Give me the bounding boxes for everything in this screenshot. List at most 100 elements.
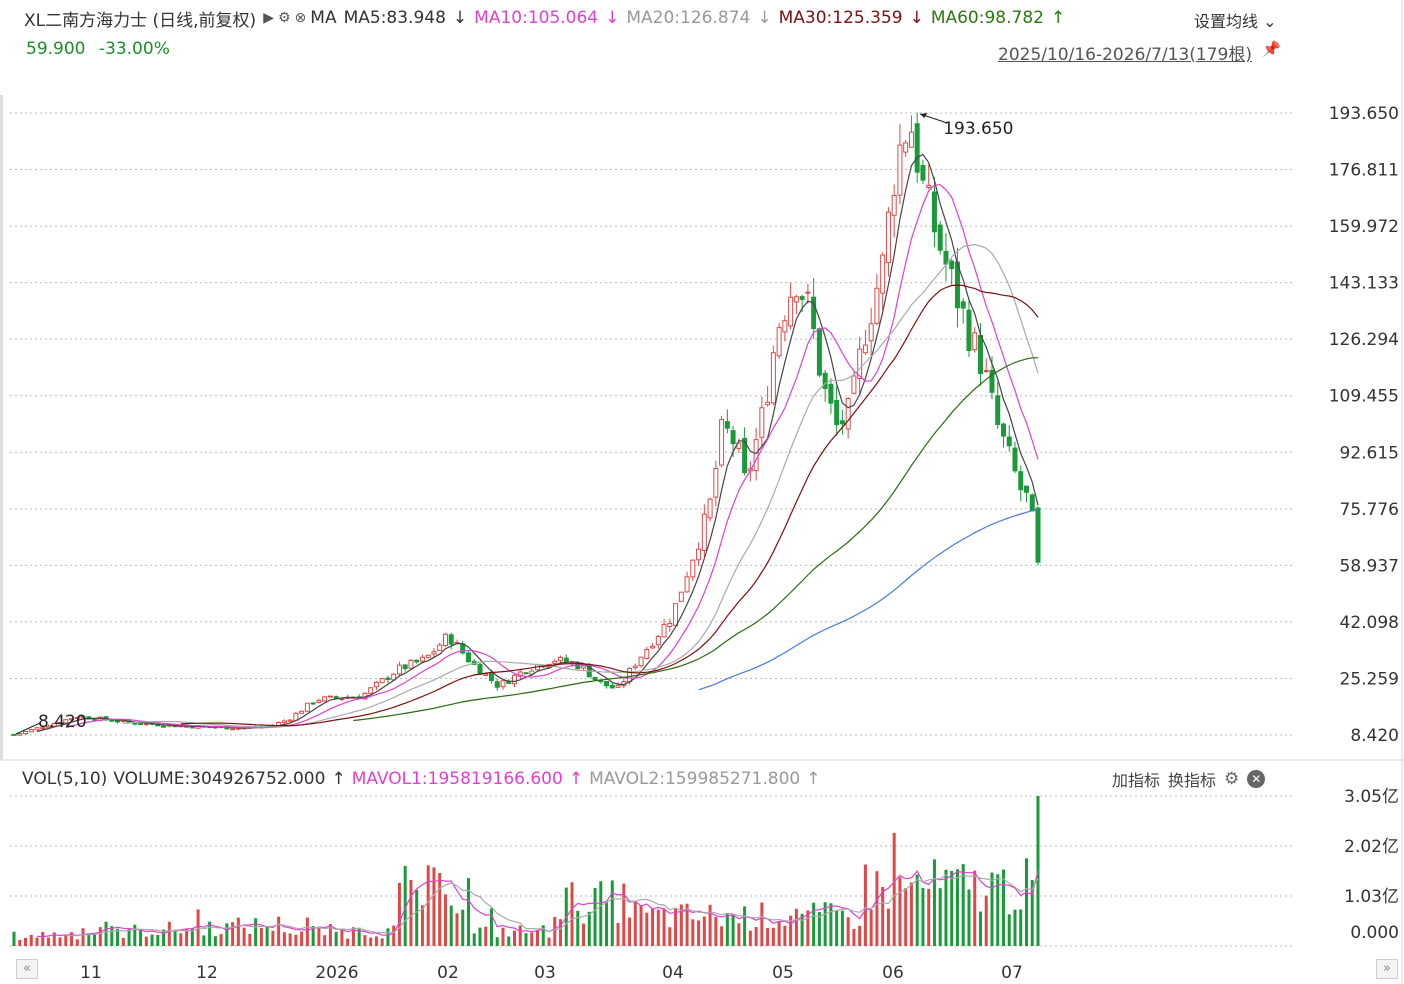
candle-up: [983, 369, 989, 372]
volume-bar-up: [622, 883, 626, 946]
volume-bar-up: [236, 917, 240, 946]
volume-bar-up: [52, 932, 56, 946]
candle-down: [477, 663, 483, 675]
candle-up: [788, 296, 794, 327]
candle-down: [115, 720, 121, 723]
volume-bar-up: [777, 921, 781, 946]
price-axis-tick-label: 75.776: [1340, 500, 1399, 520]
date-range-link[interactable]: 2025/10/16-2026/7/13(179根): [998, 45, 1252, 65]
volume-bar-up: [559, 919, 563, 946]
candle-up: [17, 733, 23, 736]
volume-bar-up: [47, 937, 51, 946]
add-indicator-button[interactable]: 加指标: [1112, 771, 1161, 790]
candle-up: [770, 352, 776, 404]
candle-up: [408, 659, 414, 669]
candle-down: [488, 673, 494, 681]
candle-up: [661, 623, 667, 638]
scroll-left-button[interactable]: «: [16, 959, 38, 979]
volume-bar-up: [789, 915, 793, 946]
candle-down: [138, 723, 144, 726]
close-icon[interactable]: ✕: [1247, 770, 1266, 788]
volume-bar-down: [823, 902, 827, 946]
candle-up: [552, 660, 558, 664]
volume-bar-down: [938, 888, 942, 946]
ma20-line: [123, 243, 1039, 728]
candle-down: [822, 372, 828, 390]
candle-up: [368, 687, 374, 694]
price-axis-tick-label: 159.972: [1329, 217, 1399, 237]
candle-up: [327, 695, 333, 698]
volume-bar-up: [668, 927, 672, 946]
volume-bar-up: [898, 877, 902, 946]
volume-bar-up: [501, 927, 505, 946]
volume-bar-down: [743, 906, 747, 946]
ma-settings-button[interactable]: 设置均线 ⌄: [1194, 8, 1277, 32]
last-price: 59.900: [26, 39, 86, 59]
pin-icon[interactable]: 📌: [1262, 40, 1281, 58]
volume-bar-down: [725, 913, 729, 946]
candle-up: [926, 184, 932, 188]
scroll-right-button[interactable]: »: [1376, 959, 1398, 979]
volume-bar-up: [70, 932, 74, 946]
price-axis-tick-label: 126.294: [1329, 330, 1399, 350]
play-icon[interactable]: ▶: [263, 10, 274, 26]
price-axis-tick-label: 25.259: [1340, 669, 1399, 689]
mavol1-value: MAVOL1:195819166.600: [351, 769, 563, 789]
candle-up: [782, 320, 788, 333]
candle-up: [529, 670, 535, 675]
candle-up: [765, 401, 771, 406]
mavol2-line: [65, 874, 1039, 937]
ma20-value: MA20:126.874: [626, 8, 751, 28]
volume-bar-down: [311, 926, 315, 946]
gear-icon[interactable]: ⚙: [1224, 769, 1240, 789]
candle-up: [500, 680, 506, 688]
gear-icon[interactable]: ⚙: [277, 10, 291, 26]
volume-axis-tick-label: 0.000: [1350, 923, 1399, 943]
candle-up: [627, 668, 633, 683]
candle-up: [719, 419, 725, 466]
volume-bar-down: [334, 931, 338, 946]
time-axis-tick-label: 04: [662, 963, 684, 983]
volume-bar-up: [927, 888, 931, 946]
volume-bar-down: [1019, 909, 1023, 946]
candle-down: [604, 681, 610, 687]
candle-down: [161, 725, 167, 728]
volume-bar-down: [731, 913, 735, 946]
time-axis-tick-label: 2026: [315, 963, 358, 983]
time-axis-tick-label: 02: [437, 963, 459, 983]
volume-bar-up: [219, 934, 223, 946]
volume-bar-down: [961, 864, 965, 946]
candle-down: [724, 421, 730, 429]
volume-bar-up: [645, 912, 649, 946]
candle-down: [414, 659, 420, 663]
volume-bar-down: [139, 930, 143, 946]
candle-up: [972, 332, 978, 351]
candle-up: [51, 723, 57, 727]
candle-up: [74, 717, 80, 720]
close-icon[interactable]: ⊗: [294, 10, 307, 26]
candle-up: [287, 719, 293, 722]
volume-bar-up: [41, 931, 45, 946]
candle-up: [713, 468, 719, 498]
change-percent: -33.00%: [98, 39, 170, 59]
volume-bar-down: [208, 921, 212, 946]
candle-up: [511, 674, 517, 685]
volume-bar-down: [1001, 869, 1005, 946]
volume-bar-down: [1013, 909, 1017, 946]
candle-up: [874, 287, 880, 324]
volume-bar-up: [455, 913, 459, 946]
double-chevron-left-icon: «: [23, 961, 31, 976]
volume-bar-down: [202, 935, 206, 946]
volume-bar-up: [766, 928, 770, 946]
volume-bar-up: [64, 935, 68, 946]
volume-bar-up: [24, 937, 28, 946]
candle-down: [385, 677, 391, 680]
ma5-value: MA5:83.948: [343, 8, 446, 28]
time-axis-tick-label: 12: [196, 963, 218, 983]
volume-bar-up: [714, 917, 718, 946]
switch-indicator-button[interactable]: 换指标: [1168, 771, 1217, 790]
volume-bar-up: [852, 928, 856, 946]
volume-bar-up: [708, 904, 712, 946]
volume-bar-up: [81, 928, 85, 946]
